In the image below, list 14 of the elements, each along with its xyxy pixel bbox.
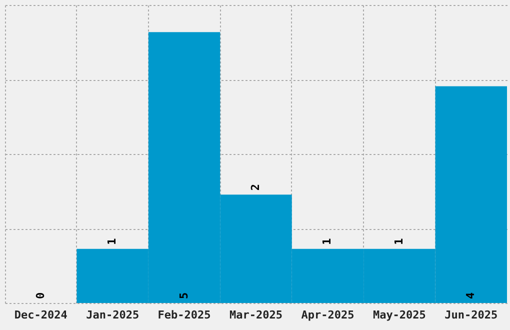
x-tick-label: May-2025 xyxy=(372,308,426,322)
x-tick-label: Jun-2025 xyxy=(444,308,498,322)
x-tick-label: Dec-2024 xyxy=(14,308,68,322)
x-tick-label: Mar-2025 xyxy=(230,308,282,322)
x-tick-label: Jan-2025 xyxy=(86,308,140,322)
data-label: 5 xyxy=(177,292,190,299)
data-label: 1 xyxy=(392,238,406,245)
data-label: 0 xyxy=(34,292,47,299)
x-tick-label: Apr-2025 xyxy=(301,308,354,322)
data-label: 2 xyxy=(249,184,262,191)
data-label: 1 xyxy=(320,238,334,245)
data-label: 4 xyxy=(464,292,478,299)
x-tick-label: Feb-2025 xyxy=(158,308,211,322)
data-label: 1 xyxy=(106,238,119,245)
